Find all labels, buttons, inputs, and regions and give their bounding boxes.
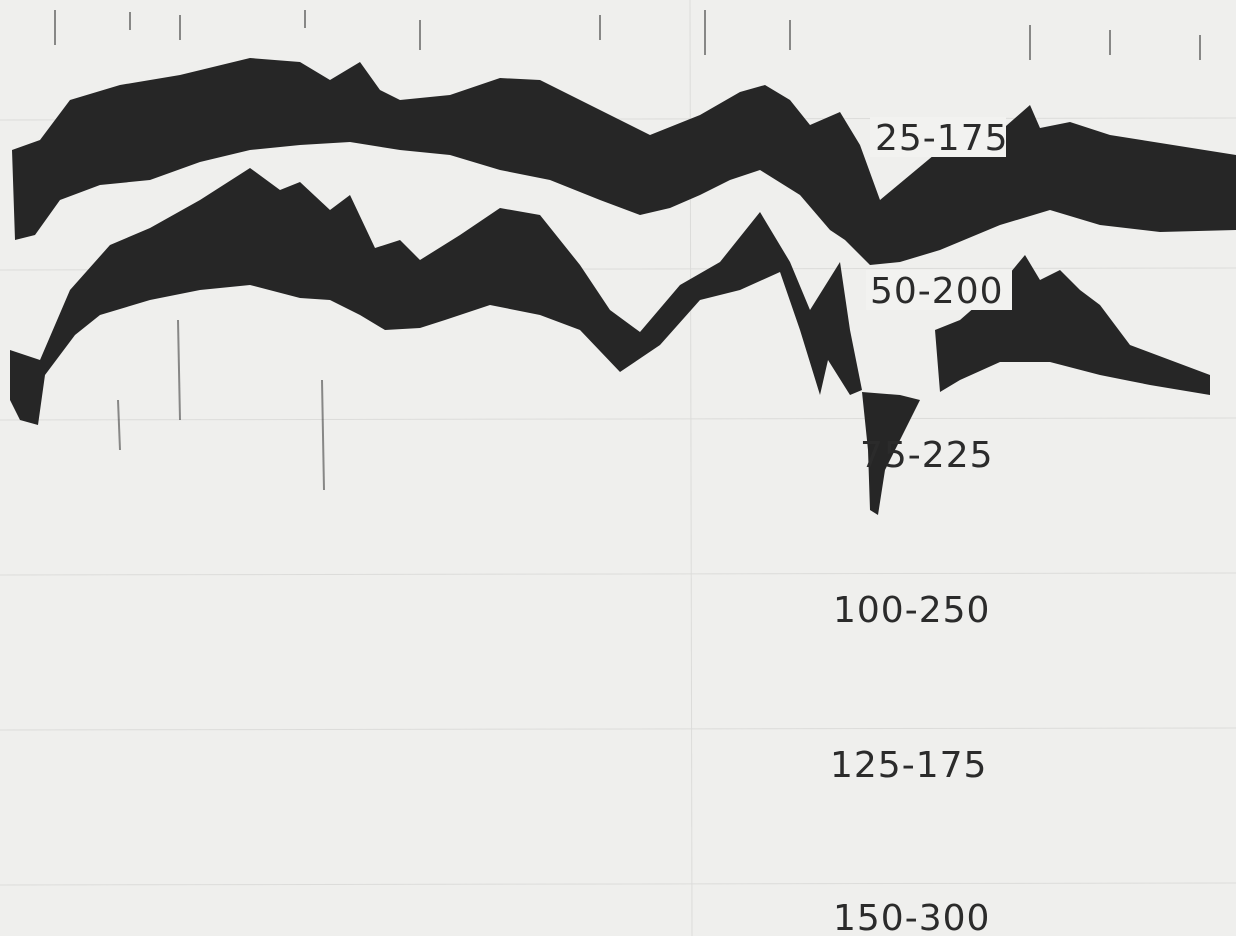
range-label: 25-175: [875, 118, 1009, 159]
page: 25-175 50-200 75-225 100-250 125-175 150…: [0, 0, 1236, 936]
range-label: 150-300: [833, 898, 990, 936]
range-label: 125-175: [830, 745, 987, 786]
echogram: 25-175 50-200 75-225 100-250 125-175 150…: [0, 0, 1236, 936]
range-label: 100-250: [833, 590, 990, 631]
range-label: 75-225: [860, 435, 994, 476]
range-label: 50-200: [870, 271, 1004, 312]
